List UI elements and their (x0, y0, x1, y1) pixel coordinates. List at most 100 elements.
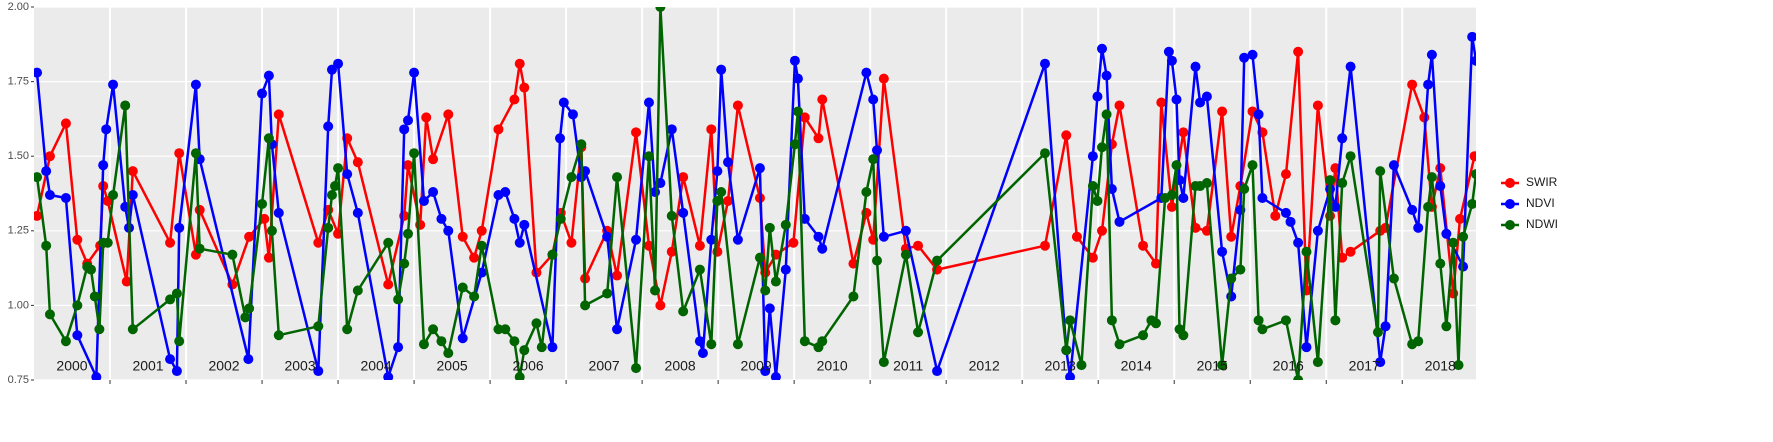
data-point (1076, 360, 1087, 371)
data-point (1270, 210, 1281, 221)
data-point (500, 324, 511, 335)
data-point (694, 240, 705, 251)
data-point (694, 264, 705, 275)
data-point (1345, 61, 1356, 72)
data-point (1253, 315, 1264, 326)
data-point (1178, 330, 1189, 341)
data-point (789, 55, 800, 66)
data-point (1201, 178, 1212, 189)
data-point (1413, 222, 1424, 233)
data-point (813, 231, 824, 242)
data-point (121, 276, 132, 287)
data-point (120, 100, 131, 111)
data-point (1065, 372, 1076, 380)
data-point (723, 195, 734, 206)
data-point (418, 195, 429, 206)
data-point (127, 189, 138, 200)
data-point (34, 67, 43, 78)
x-tick-label: 2016 (1273, 358, 1304, 374)
data-point (519, 219, 530, 230)
data-point (1280, 169, 1291, 180)
data-point (72, 234, 83, 245)
data-point (631, 363, 642, 374)
data-point (1195, 97, 1206, 108)
data-point (1301, 246, 1312, 257)
x-tick-label: 2014 (1121, 358, 1152, 374)
x-tick-label: 2004 (360, 358, 391, 374)
data-point (732, 339, 743, 350)
data-point (190, 79, 201, 90)
data-point (861, 67, 872, 78)
data-point (754, 163, 765, 174)
legend-label: NDVI (1526, 196, 1555, 210)
legend-label: SWIR (1526, 175, 1558, 189)
data-point (780, 219, 791, 230)
data-point (1345, 151, 1356, 162)
data-point (612, 270, 623, 281)
data-point (1101, 109, 1112, 120)
data-point (194, 204, 205, 215)
data-point (102, 237, 113, 248)
data-point (1441, 228, 1452, 239)
data-point (174, 148, 185, 159)
data-point (399, 124, 410, 135)
data-point (580, 300, 591, 311)
data-point (1388, 273, 1399, 284)
axes: 0.75 1.00 1.25 1.50 1.75 2.00 2000 2001 2002 2003… (8, 1, 1456, 386)
data-point (1455, 213, 1466, 224)
data-point (402, 160, 413, 171)
data-point (1372, 327, 1383, 338)
data-point (602, 231, 613, 242)
data-point (1138, 240, 1149, 251)
data-point (1239, 184, 1250, 195)
y-tick-label: 0.75 (8, 374, 29, 386)
data-point (900, 249, 911, 260)
data-point (352, 207, 363, 218)
y-tick-label: 1.50 (8, 150, 29, 162)
legend: SWIR NDVI NDWI (1501, 175, 1558, 231)
data-point (643, 151, 654, 162)
data-point (716, 187, 727, 198)
data-point (655, 7, 666, 12)
data-point (171, 288, 182, 299)
data-point (421, 112, 432, 123)
data-point (428, 154, 439, 165)
data-point (409, 67, 420, 78)
data-point (1087, 181, 1098, 192)
data-point (266, 225, 277, 236)
data-point (101, 124, 112, 135)
data-point (174, 222, 185, 233)
data-point (732, 100, 743, 111)
data-point (1280, 207, 1291, 218)
data-point (712, 195, 723, 206)
x-tick-label: 2018 (1425, 358, 1456, 374)
data-point (764, 222, 775, 233)
data-point (900, 225, 911, 236)
data-point (1471, 169, 1476, 180)
data-point (770, 276, 781, 287)
data-point (1467, 31, 1476, 42)
data-point (402, 228, 413, 239)
data-point (1061, 345, 1072, 356)
data-point (1106, 315, 1117, 326)
data-point (243, 354, 254, 365)
data-point (872, 255, 883, 266)
data-point (1380, 321, 1391, 332)
data-point (1257, 192, 1268, 203)
data-point (678, 306, 689, 317)
x-tick-label: 2015 (1197, 358, 1228, 374)
data-point (566, 237, 577, 248)
data-point (194, 243, 205, 254)
data-point (643, 97, 654, 108)
data-point (861, 187, 872, 198)
data-point (558, 97, 569, 108)
data-point (509, 336, 520, 347)
data-point (263, 133, 274, 144)
data-point (257, 198, 268, 209)
data-point (631, 234, 642, 245)
data-point (754, 252, 765, 263)
data-point (469, 252, 480, 263)
data-point (1039, 58, 1050, 69)
data-point (1312, 357, 1323, 368)
data-point (127, 166, 138, 177)
